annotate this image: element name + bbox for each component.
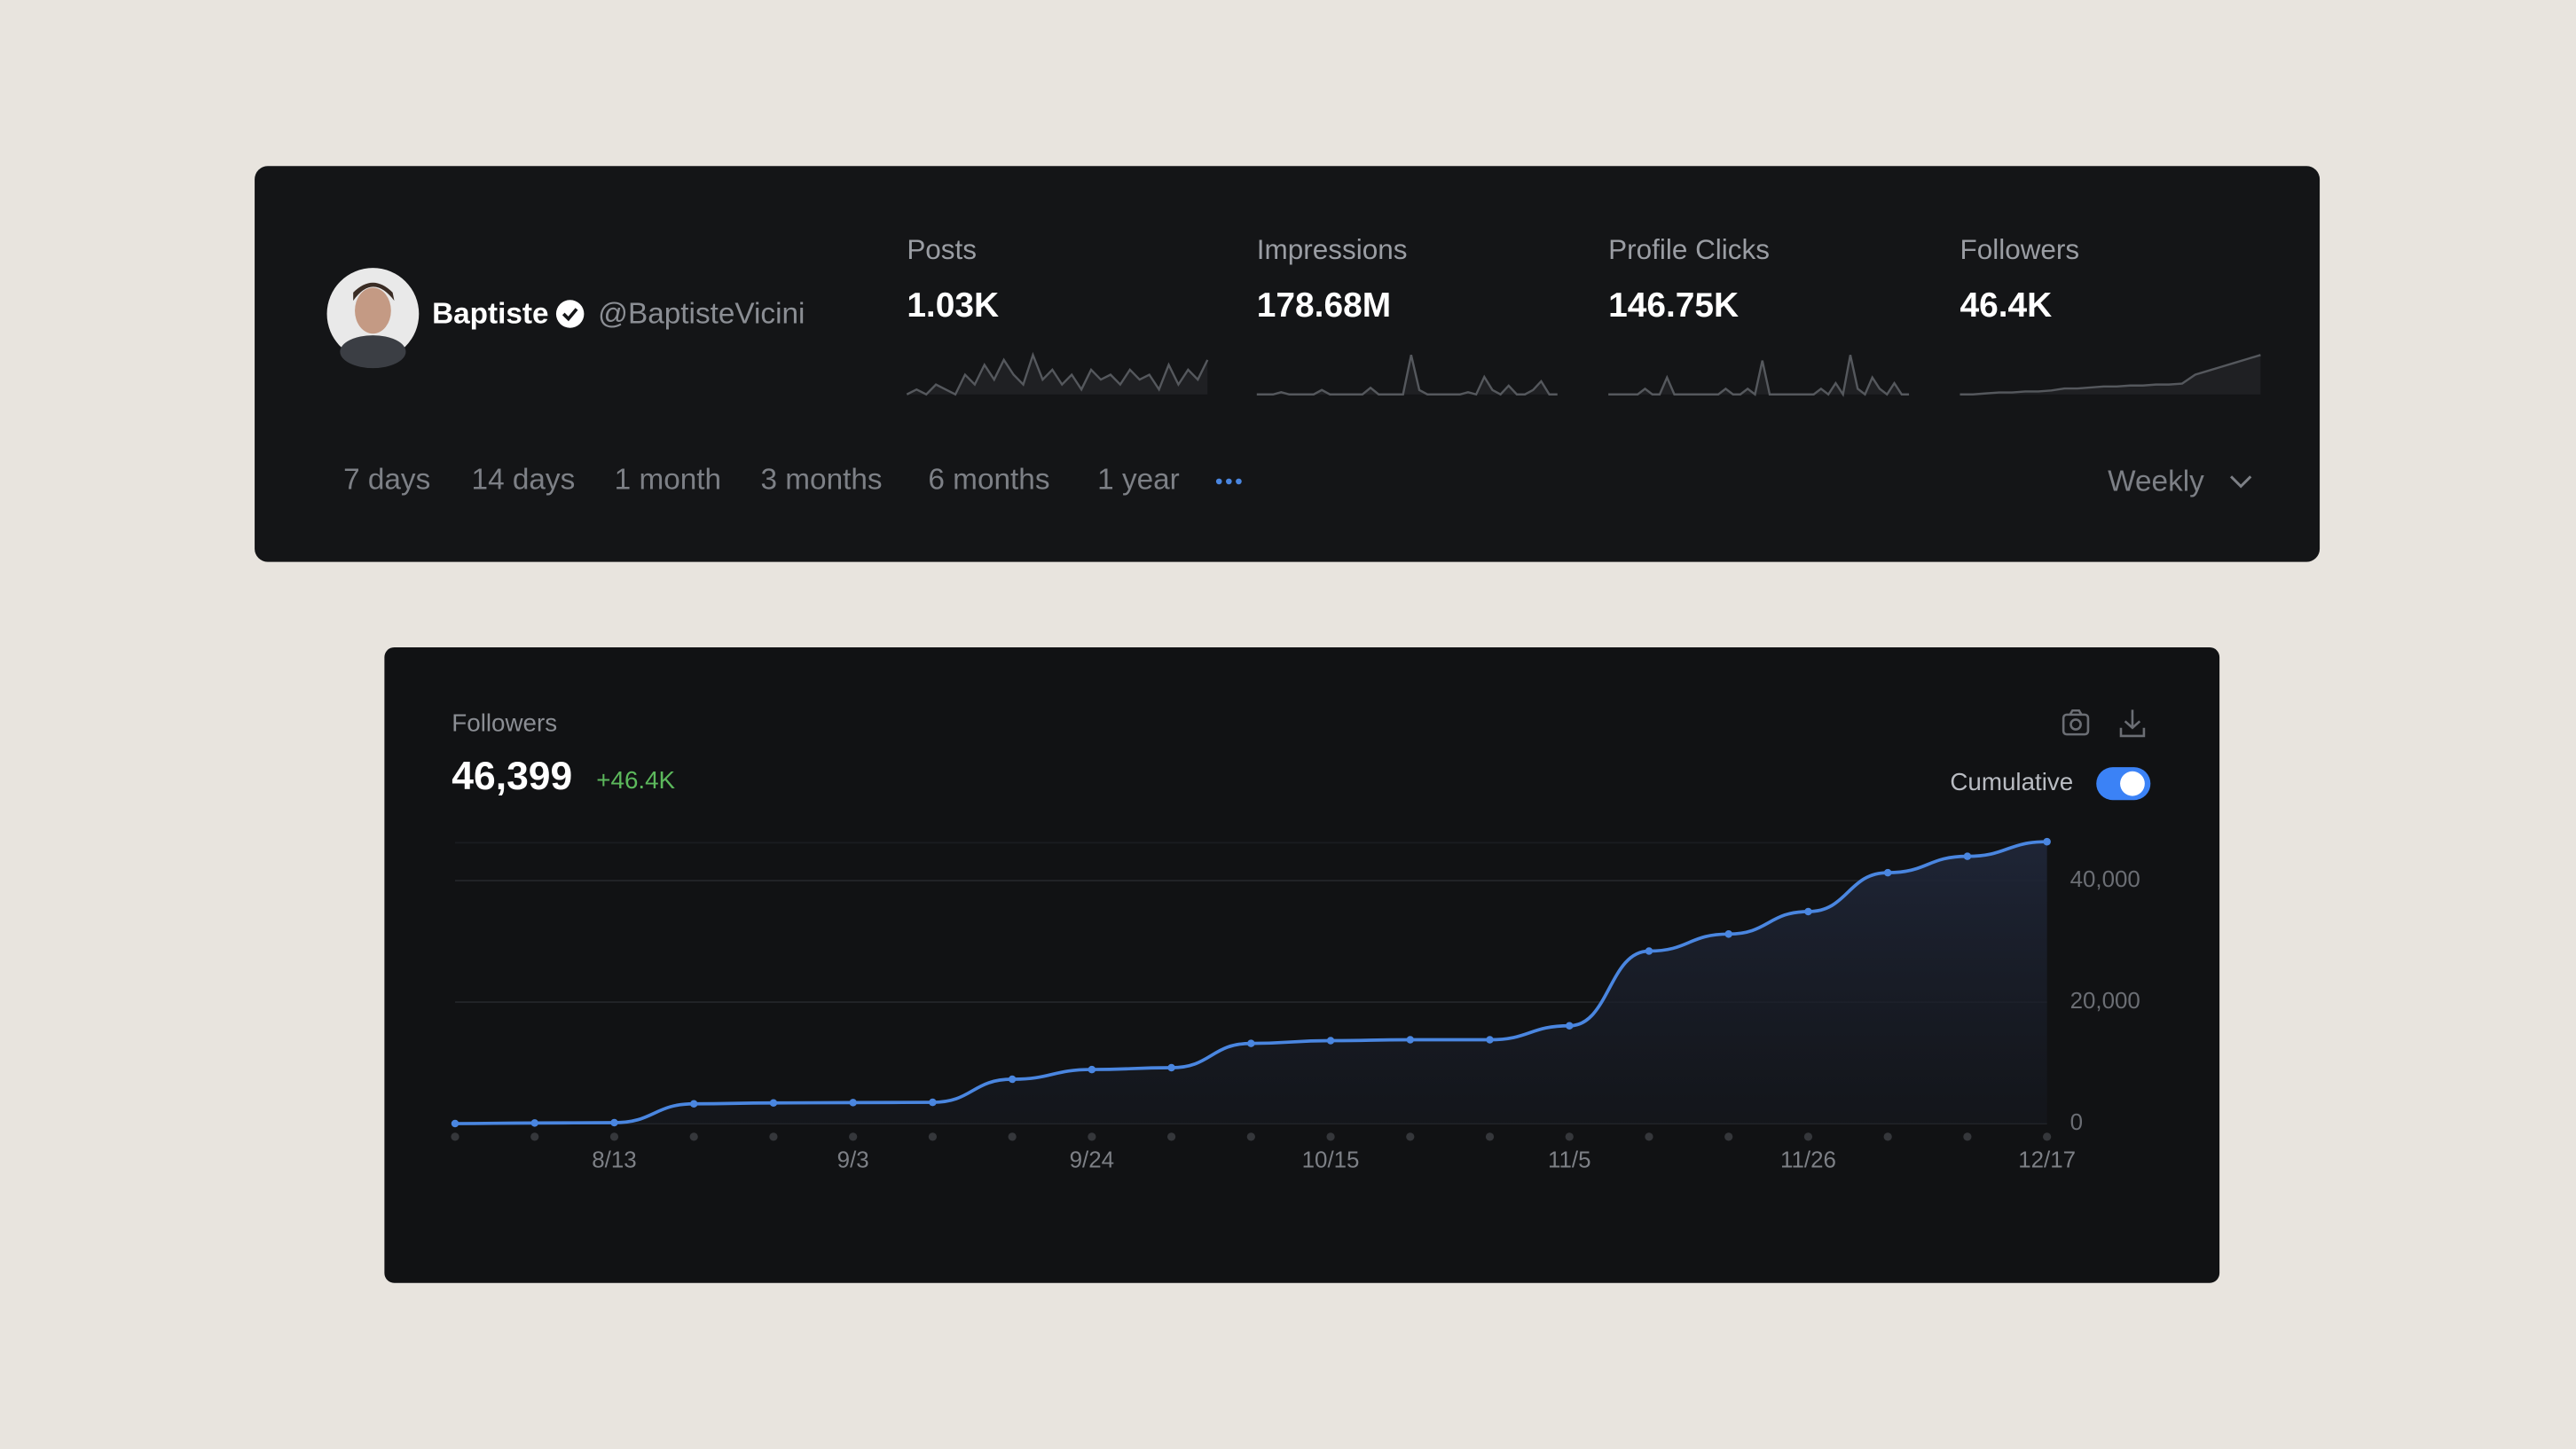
point <box>929 1098 937 1107</box>
point <box>769 1099 778 1108</box>
x-tick-dot <box>1406 1132 1415 1141</box>
point <box>1326 1037 1335 1045</box>
point <box>610 1118 618 1127</box>
point <box>451 1119 459 1128</box>
point <box>689 1100 698 1108</box>
chevron[interactable] <box>2230 475 2252 489</box>
stat-label: Followers <box>1959 234 2079 265</box>
chart-title: Followers <box>452 709 557 736</box>
x-tick-dot <box>609 1132 619 1141</box>
y-tick-label: 0 <box>2070 1110 2083 1135</box>
x-tick-dot <box>530 1132 539 1141</box>
point <box>1486 1036 1494 1044</box>
verified-badge <box>555 300 585 328</box>
x-tick-label: 10/15 <box>1302 1147 1360 1172</box>
stat-value: 178.68M <box>1257 286 1391 325</box>
range-button[interactable]: 1 month <box>615 464 721 497</box>
point <box>1963 852 1972 860</box>
profile-handle: @BaptisteVicini <box>598 298 805 331</box>
x-tick-dot <box>689 1132 698 1141</box>
x-tick-dot <box>1883 1132 1892 1141</box>
stat-label: Profile Clicks <box>1608 234 1770 265</box>
sparkline-area <box>1608 355 1910 395</box>
x-tick-dot <box>1724 1132 1733 1141</box>
range-button[interactable]: 6 months <box>928 464 1049 497</box>
x-tick-dot <box>451 1132 459 1141</box>
x-tick-dot <box>849 1132 858 1141</box>
point <box>1008 1075 1017 1084</box>
point <box>849 1099 857 1107</box>
x-tick-label: 8/13 <box>592 1147 636 1172</box>
area <box>455 842 2047 1124</box>
profile-name: Baptiste <box>432 298 549 331</box>
x-tick-dot <box>1166 1132 1176 1141</box>
point <box>1406 1036 1415 1044</box>
point <box>1645 947 1653 955</box>
total-value: 46,399 <box>452 755 572 798</box>
download-icon[interactable] <box>2119 709 2146 738</box>
camera-icon[interactable] <box>2062 709 2090 736</box>
range-button[interactable]: 3 months <box>760 464 882 497</box>
x-tick-dot <box>769 1132 778 1141</box>
range-button[interactable]: 7 days <box>343 464 430 497</box>
point <box>1088 1065 1096 1074</box>
stat-value: 1.03K <box>907 286 999 325</box>
x-tick-dot <box>1326 1132 1335 1141</box>
x-tick-dot <box>1008 1132 1017 1141</box>
x-tick-dot <box>928 1132 938 1141</box>
sparkline-area <box>1959 355 2261 395</box>
toggle-label: Cumulative <box>1950 768 2073 795</box>
point <box>1883 868 1892 877</box>
stat-value: 46.4K <box>1959 286 2052 325</box>
profile-card <box>255 166 2321 562</box>
x-tick-label: 9/24 <box>1070 1147 1114 1172</box>
point <box>1565 1022 1574 1030</box>
x-tick-label: 11/5 <box>1548 1147 1591 1172</box>
x-tick-label: 11/26 <box>1780 1147 1836 1172</box>
x-tick-label: 9/3 <box>837 1147 869 1172</box>
stat-label: Posts <box>907 234 977 265</box>
x-tick-dot <box>1565 1132 1574 1141</box>
range-button[interactable]: 14 days <box>472 464 576 497</box>
interval-select[interactable]: Weekly <box>2108 466 2204 498</box>
change-value: +46.4K <box>596 766 675 794</box>
point <box>530 1119 539 1127</box>
point <box>1724 930 1732 938</box>
avatar[interactable] <box>326 268 420 369</box>
toggle-knob <box>2120 771 2145 796</box>
sparkline <box>1256 355 1558 396</box>
x-tick-dot <box>1645 1132 1653 1141</box>
point <box>2043 837 2051 846</box>
point <box>1167 1063 1175 1072</box>
point <box>1804 907 1812 916</box>
x-tick-dot <box>1088 1132 1096 1141</box>
stat-label: Impressions <box>1257 234 1408 265</box>
sparkline-area <box>907 355 1208 395</box>
stat-value: 146.75K <box>1608 286 1739 325</box>
sparkline <box>906 351 1209 396</box>
y-tick-label: 20,000 <box>2070 989 2140 1014</box>
x-tick-dot <box>1803 1132 1813 1141</box>
x-tick-dot <box>1485 1132 1495 1141</box>
more-ranges[interactable] <box>1215 478 1242 485</box>
line <box>455 840 2047 1125</box>
x-tick-label: 12/17 <box>2018 1147 2076 1172</box>
range-button[interactable]: 1 year <box>1097 464 1180 497</box>
sparkline <box>1608 355 1910 397</box>
sparkline <box>1959 354 2261 396</box>
x-tick-dot <box>2043 1132 2052 1141</box>
point <box>1247 1039 1255 1047</box>
x-tick-dot <box>1963 1132 1972 1141</box>
y-tick-label: 40,000 <box>2070 867 2140 892</box>
x-tick-dot <box>1246 1132 1255 1141</box>
